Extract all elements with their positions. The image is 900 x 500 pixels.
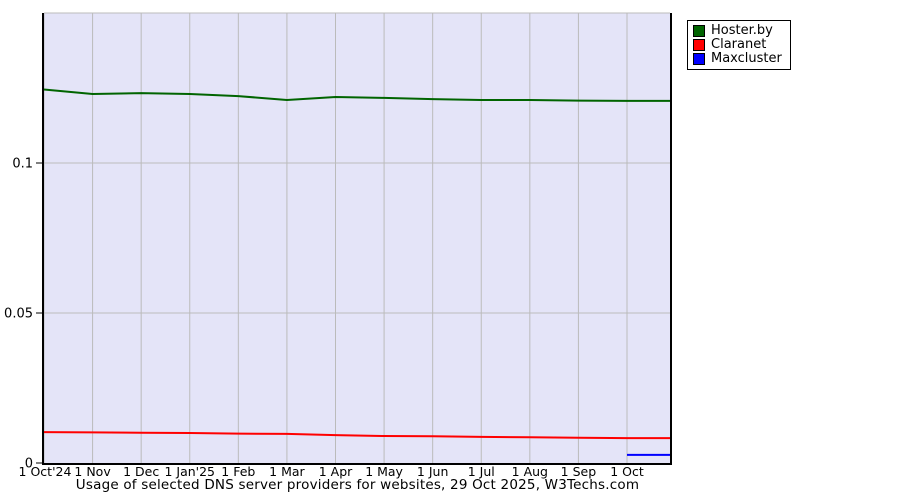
legend-swatch-hoster-by (693, 25, 705, 37)
x-tick-label: 1 Nov (74, 464, 111, 479)
x-tick-label: 1 Feb (221, 464, 255, 479)
x-tick-label: 1 Mar (269, 464, 305, 479)
x-tick-label: 1 Dec (123, 464, 159, 479)
x-tick-label: 1 Oct'24 (19, 464, 72, 479)
x-tick-label: 1 Jun (417, 464, 448, 479)
x-tick-label: 1 Apr (319, 464, 353, 479)
legend: Hoster.by Claranet Maxcluster (687, 20, 791, 70)
legend-item-hoster-by: Hoster.by (693, 24, 782, 38)
legend-label: Claranet (711, 37, 767, 52)
series-line-claranet (43, 431, 670, 440)
x-tick-label: 1 May (365, 464, 403, 479)
x-tick-label: 1 Aug (512, 464, 548, 479)
y-tick-label: 0 (25, 457, 33, 472)
legend-label: Hoster.by (711, 23, 773, 38)
x-tick-label: 1 Oct (610, 464, 644, 479)
legend-item-claranet: Claranet (693, 38, 782, 52)
y-tick-label: 0.1 (12, 157, 33, 172)
x-tick-label: 1 Jul (468, 464, 495, 479)
series-line-hoster-by (43, 88, 670, 102)
legend-label: Maxcluster (711, 51, 782, 66)
plot-area (44, 13, 670, 463)
legend-swatch-claranet (693, 39, 705, 51)
x-tick-label: 1 Jan'25 (164, 464, 215, 479)
legend-item-maxcluster: Maxcluster (693, 52, 782, 66)
y-tick-label: 0.05 (4, 307, 33, 322)
x-tick-label: 1 Sep (561, 464, 597, 479)
legend-swatch-maxcluster (693, 53, 705, 65)
chart-title: Usage of selected DNS server providers f… (75, 477, 640, 493)
